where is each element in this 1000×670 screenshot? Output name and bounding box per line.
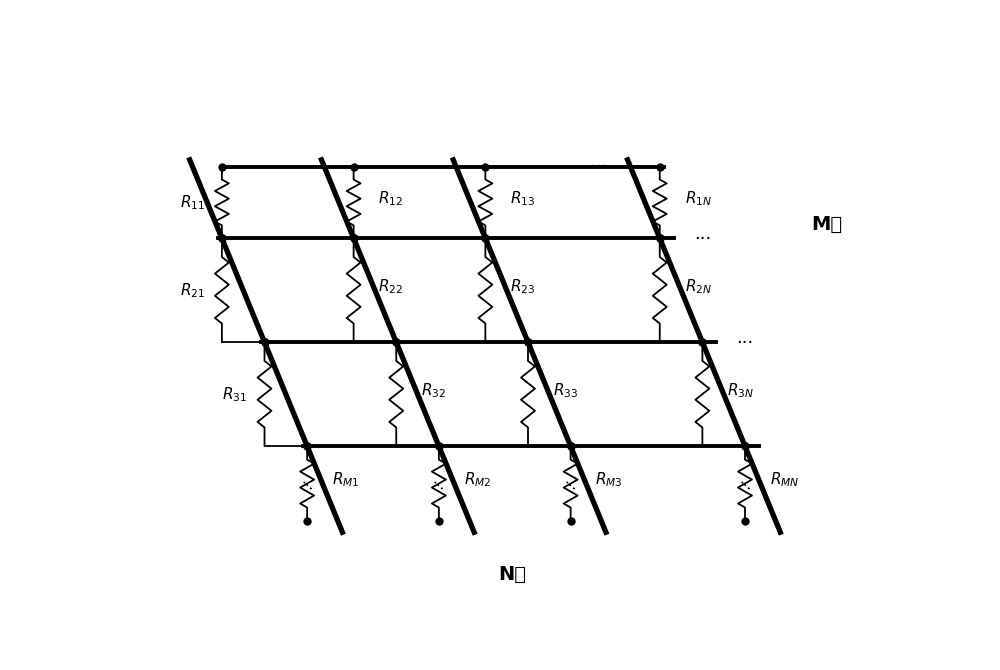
Text: ...: ... (694, 224, 711, 243)
Text: $R_{MN}$: $R_{MN}$ (770, 470, 799, 489)
Text: ...: ... (736, 473, 757, 494)
Text: $R_{12}$: $R_{12}$ (378, 189, 403, 208)
Text: $R_{11}$: $R_{11}$ (180, 193, 205, 212)
Text: ...: ... (736, 328, 754, 346)
Text: $R_{33}$: $R_{33}$ (553, 381, 578, 400)
Text: $R_{M2}$: $R_{M2}$ (464, 470, 491, 489)
Text: ...: ... (590, 151, 609, 171)
Text: $R_{13}$: $R_{13}$ (510, 189, 535, 208)
Text: $R_{22}$: $R_{22}$ (378, 277, 403, 295)
Text: ...: ... (430, 473, 451, 494)
Text: $R_{M1}$: $R_{M1}$ (332, 470, 359, 489)
Text: M行: M行 (811, 215, 842, 234)
Text: ...: ... (562, 473, 582, 494)
Text: N列: N列 (498, 565, 526, 584)
Text: $R_{2N}$: $R_{2N}$ (685, 277, 712, 295)
Text: $R_{31}$: $R_{31}$ (222, 385, 248, 403)
Text: $R_{3N}$: $R_{3N}$ (727, 381, 754, 400)
Text: ...: ... (298, 473, 319, 494)
Text: $R_{32}$: $R_{32}$ (421, 381, 446, 400)
Text: $R_{1N}$: $R_{1N}$ (685, 189, 712, 208)
Text: $R_{23}$: $R_{23}$ (510, 277, 535, 295)
Text: $R_{21}$: $R_{21}$ (180, 281, 205, 299)
Text: $R_{M3}$: $R_{M3}$ (595, 470, 623, 489)
